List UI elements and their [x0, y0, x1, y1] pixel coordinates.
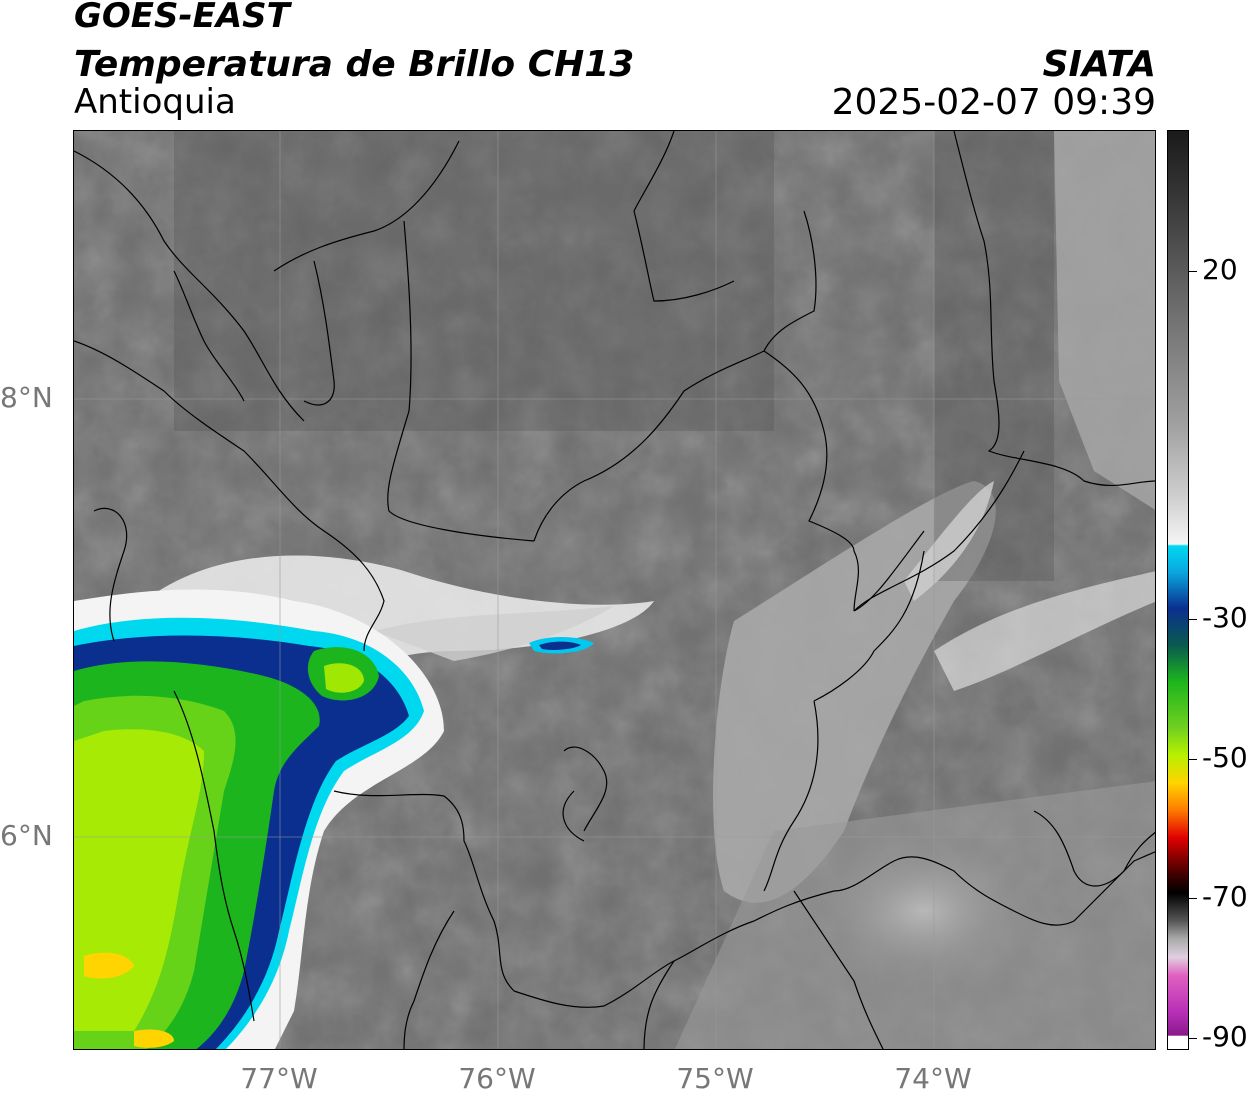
- colorbar-tick: [1189, 898, 1197, 899]
- colorbar-tick: [1189, 1038, 1197, 1039]
- lat-label-6n: 6°N: [0, 819, 53, 852]
- colorbar: [1167, 130, 1189, 1050]
- colorbar-tick: [1189, 759, 1197, 760]
- boundaries: [74, 131, 1155, 1049]
- warm-region-east: [1054, 131, 1155, 510]
- product-title: Temperatura de Brillo CH13: [74, 44, 635, 85]
- colorbar-label: -90: [1202, 1020, 1248, 1053]
- organization-label: SIATA: [1042, 44, 1156, 85]
- colorbar-label: -50: [1202, 741, 1248, 774]
- lon-label-74w: 74°W: [894, 1062, 972, 1095]
- satellite-map: [73, 130, 1156, 1050]
- region-subtitle: Antioquia: [74, 82, 236, 122]
- satellite-title: GOES-EAST: [74, 0, 290, 36]
- colorbar-label: 20: [1202, 253, 1238, 286]
- lon-label-77w: 77°W: [240, 1062, 318, 1095]
- map-canvas: [74, 131, 1155, 1049]
- colorbar-label: -70: [1202, 880, 1248, 913]
- colorbar-tick: [1189, 619, 1197, 620]
- colorbar-label: -30: [1202, 601, 1248, 634]
- lat-label-8n: 8°N: [0, 381, 53, 414]
- cloud-top-yellow: [84, 952, 134, 979]
- lon-label-75w: 75°W: [676, 1062, 754, 1095]
- colorbar-tick: [1189, 271, 1197, 272]
- lon-label-76w: 76°W: [458, 1062, 536, 1095]
- timestamp-label: 2025-02-07 09:39: [831, 82, 1156, 123]
- graticule: [74, 131, 1155, 1049]
